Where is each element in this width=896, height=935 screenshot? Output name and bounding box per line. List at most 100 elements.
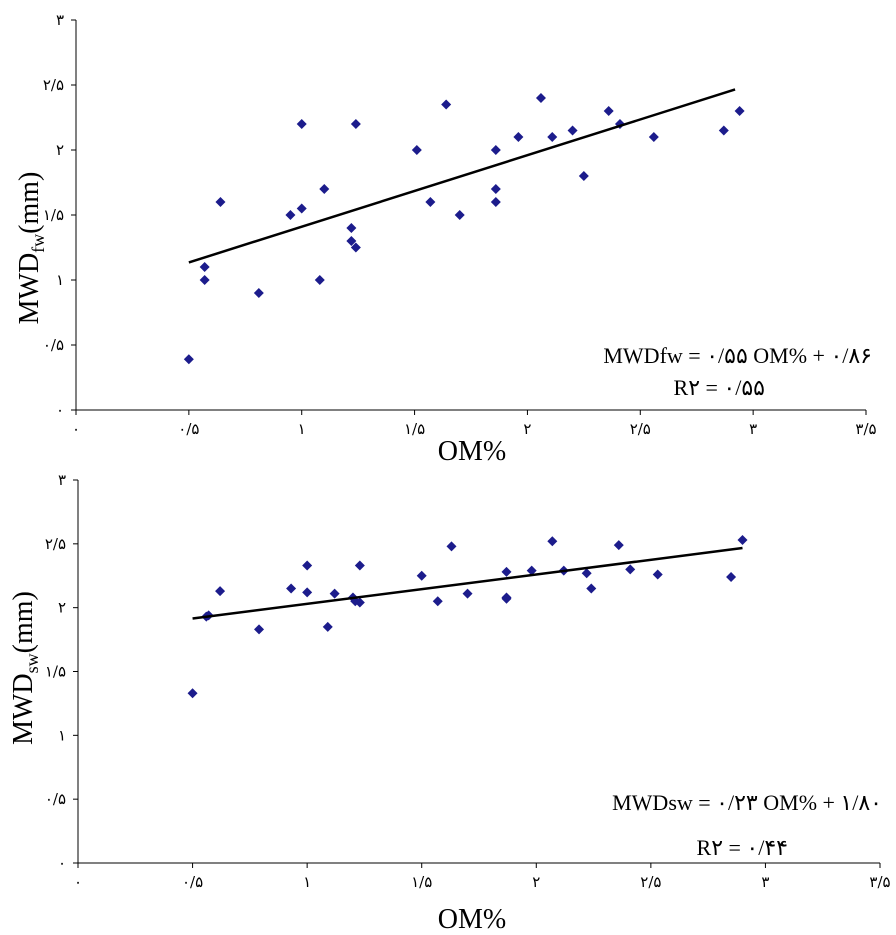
x-tick-label: ۳/۵ <box>855 420 876 438</box>
data-point <box>187 688 198 699</box>
data-point <box>586 583 597 594</box>
x-tick-label: ۲ <box>523 420 531 438</box>
data-point <box>253 288 264 298</box>
data-point <box>432 596 443 607</box>
data-point <box>462 588 473 599</box>
data-point <box>354 597 365 608</box>
data-point <box>425 197 436 207</box>
x-tick-label: ۲/۵ <box>640 873 661 891</box>
x-tick-label: ۲/۵ <box>630 420 651 438</box>
trend-line <box>188 88 736 264</box>
chart-sw-equation: MWDsw = ۰/۲۳ OM% + ۱/۸۰ <box>612 790 882 815</box>
data-point <box>490 184 501 194</box>
data-point <box>652 569 663 580</box>
data-point <box>737 535 748 546</box>
data-point <box>322 621 333 632</box>
data-point <box>734 106 745 116</box>
data-point <box>501 593 512 604</box>
data-point <box>302 587 313 598</box>
chart-fw: ۰ ۰/۵ ۱ ۱/۵ ۲ ۲/۵ ۳ ۰ ۰/۵ ۱ ۱/۵ ۲ ۲/۵ ۳ ۳/۵ OM% MWDfw(… <box>14 11 877 467</box>
x-tick-label: ۳ <box>749 420 757 438</box>
chart-sw-y-title-sub: sw <box>22 653 42 673</box>
y-tick-label: ۱ <box>58 726 66 744</box>
chart-fw-trendline <box>188 88 736 264</box>
data-point <box>346 223 357 233</box>
y-tick-label: ۰ <box>56 401 64 419</box>
x-tick-label: ۰/۵ <box>182 873 203 891</box>
data-point <box>296 203 307 214</box>
data-point <box>319 184 330 194</box>
data-point <box>578 171 589 181</box>
data-point <box>726 572 737 583</box>
y-tick-label: ۲/۵ <box>45 535 66 553</box>
data-point <box>501 566 512 577</box>
data-point <box>302 560 313 571</box>
chart-sw: ۰ ۰/۵ ۱ ۱/۵ ۲ ۲/۵ ۳ ۰ ۰/۵ ۱ ۱/۵ ۲ ۲/۵ ۳ ۳/۵ OM% MWDsw(… <box>8 471 891 935</box>
y-tick-label: ۱/۵ <box>45 663 66 681</box>
chart-fw-y-title-sub: fw <box>28 234 48 253</box>
chart-sw-r2: R۲ = ۰/۴۴ <box>697 835 788 860</box>
data-point <box>254 624 265 635</box>
x-tick-label: ۳/۵ <box>869 873 890 891</box>
data-point <box>416 570 427 581</box>
x-tick-label: ۳ <box>761 873 769 891</box>
data-point <box>350 119 361 129</box>
chart-fw-y-axis-title: MWDfw(mm) <box>14 172 48 325</box>
data-point <box>411 145 422 155</box>
data-point <box>490 145 501 155</box>
chart-fw-points <box>183 93 745 365</box>
x-tick-label: ۰ <box>72 420 80 438</box>
y-tick-label: ۰/۵ <box>45 790 66 808</box>
data-point <box>354 560 365 571</box>
data-point <box>215 586 226 597</box>
chart-fw-x-axis-title: OM% <box>438 436 506 467</box>
data-point <box>526 565 537 576</box>
chart-fw-r2: R۲ = ۰/۵۵ <box>674 375 765 400</box>
data-point <box>199 262 210 272</box>
data-point <box>718 125 729 136</box>
y-tick-label: ۲ <box>58 599 66 617</box>
data-point <box>346 236 357 246</box>
data-point <box>199 275 210 285</box>
chart-fw-ticks: ۰ ۰/۵ ۱ ۱/۵ ۲ ۲/۵ ۳ ۰ ۰/۵ ۱ ۱/۵ ۲ ۲/۵ ۳ ۳/۵ <box>43 11 877 438</box>
x-tick-label: ۱ <box>303 873 311 891</box>
y-tick-label: ۱ <box>56 271 64 289</box>
data-point <box>215 197 226 207</box>
data-point <box>567 125 578 136</box>
data-point <box>613 540 624 551</box>
trend-line <box>192 546 743 620</box>
y-tick-label: ۲ <box>56 141 64 159</box>
data-point <box>446 541 457 552</box>
data-point <box>454 210 465 220</box>
data-point <box>603 106 614 116</box>
data-point <box>625 564 636 575</box>
data-point <box>350 242 361 253</box>
data-point <box>329 588 340 599</box>
data-point <box>314 275 325 285</box>
chart-sw-points <box>187 535 748 699</box>
data-point <box>441 99 452 110</box>
chart-fw-y-title-main: MWD <box>14 253 45 325</box>
y-tick-label: ۰/۵ <box>43 336 64 354</box>
data-point <box>547 536 558 547</box>
data-point <box>648 132 659 142</box>
chart-sw-y-title-main: MWD <box>8 673 39 745</box>
data-point <box>296 119 307 129</box>
chart-sw-trendline <box>192 546 743 620</box>
y-tick-label: ۳ <box>56 11 64 29</box>
data-point <box>490 197 501 207</box>
chart-fw-y-title-unit: (mm) <box>14 172 45 234</box>
x-tick-label: ۱ <box>298 420 306 438</box>
data-point <box>286 583 297 594</box>
data-point <box>535 93 546 103</box>
x-tick-label: ۰ <box>74 873 82 891</box>
y-tick-label: ۲/۵ <box>43 76 64 94</box>
chart-sw-x-axis-title: OM% <box>438 904 506 935</box>
data-point <box>547 132 558 142</box>
data-point <box>581 568 592 579</box>
chart-sw-ticks: ۰ ۰/۵ ۱ ۱/۵ ۲ ۲/۵ ۳ ۰ ۰/۵ ۱ ۱/۵ ۲ ۲/۵ ۳ ۳/۵ <box>45 471 891 891</box>
chart-sw-y-axis-title: MWDsw(mm) <box>8 591 42 745</box>
y-tick-label: ۰ <box>58 854 66 872</box>
chart-fw-equation: MWDfw = ۰/۵۵ OM% + ۰/۸۶ <box>603 343 872 368</box>
